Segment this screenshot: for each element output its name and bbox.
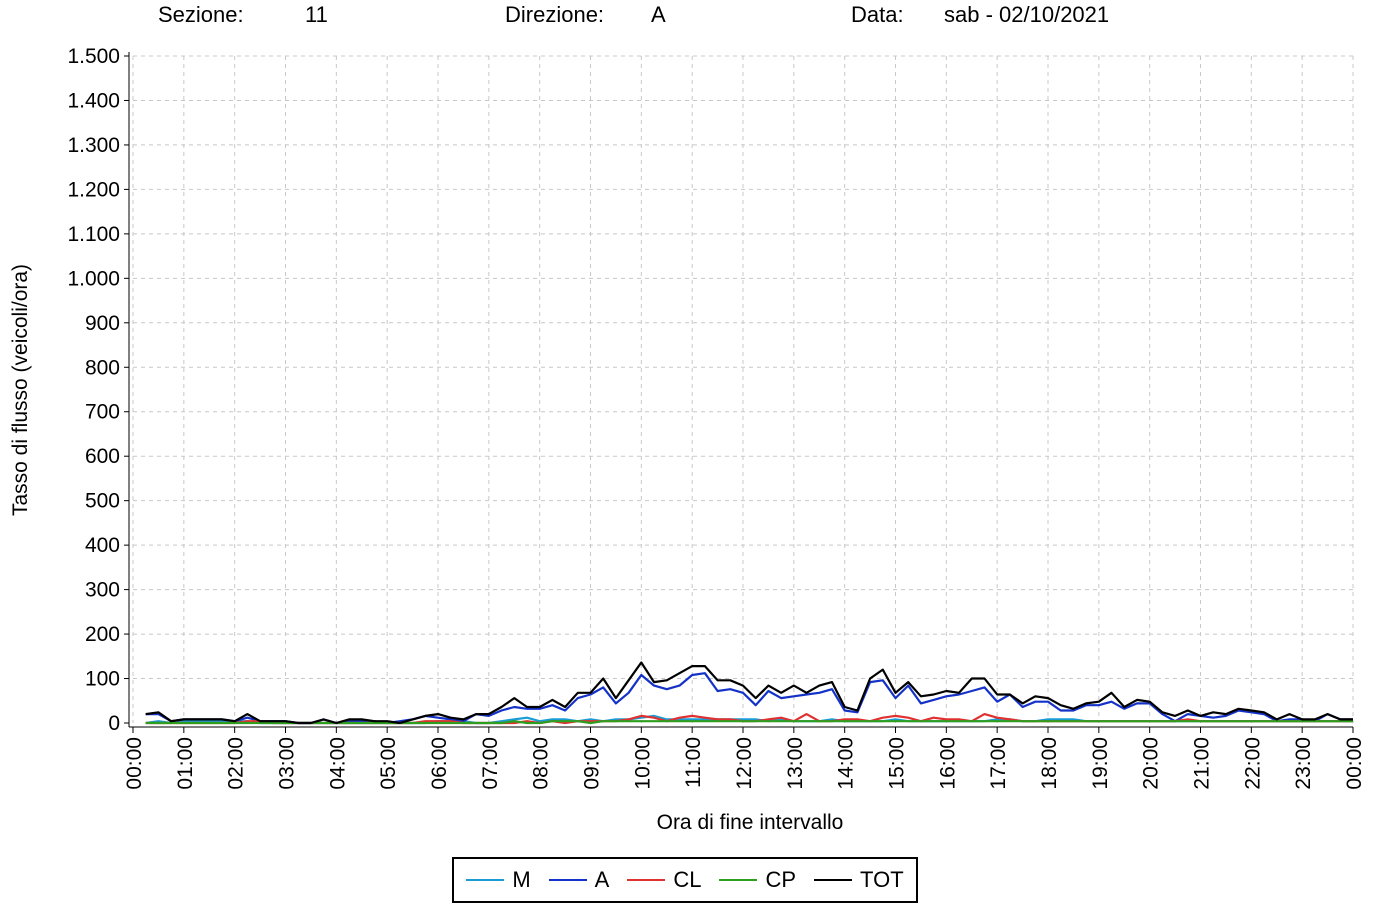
- y-tick-label: 900: [85, 312, 120, 335]
- x-tick-label: 04:00: [326, 737, 349, 790]
- legend-label: A: [594, 867, 610, 892]
- x-tick-label: 08:00: [530, 737, 553, 790]
- legend-swatch: [548, 879, 587, 881]
- x-tick-label: 02:00: [225, 737, 248, 790]
- x-tick-label: 00:00: [1343, 737, 1366, 790]
- x-tick-label: 06:00: [428, 737, 451, 790]
- series-line-a: [145, 672, 1353, 725]
- legend-item-cl: CL: [627, 867, 701, 893]
- x-tick-label: 17:00: [987, 737, 1010, 790]
- x-tick-label: 07:00: [479, 737, 502, 790]
- y-tick-label: 0: [108, 712, 120, 735]
- y-tick-label: 1.500: [67, 45, 120, 68]
- y-tick-label: 800: [85, 356, 120, 379]
- series-line-tot: [145, 661, 1353, 725]
- legend-item-m: M: [466, 867, 531, 893]
- legend-item-tot: TOT: [814, 867, 904, 893]
- x-tick-label: 12:00: [733, 737, 756, 790]
- y-tick-label: 200: [85, 623, 120, 646]
- x-axis-ticks: 00:00 01:00 02:00 03:00 04:00 05:00 06:00 07:00…: [123, 727, 1366, 790]
- legend-item-a: A: [548, 867, 610, 893]
- y-tick-label: 1.200: [67, 178, 120, 201]
- legend-swatch: [719, 879, 758, 881]
- x-tick-label: 03:00: [276, 737, 299, 790]
- y-tick-label: 600: [85, 445, 120, 468]
- x-tick-label: 18:00: [1038, 737, 1061, 790]
- legend-swatch: [466, 879, 505, 881]
- y-tick-label: 700: [85, 401, 120, 424]
- flow-rate-chart: 0 100 200 300 400 500 600 700 800 900 1.000 1.100 1.…: [9, 45, 1366, 834]
- x-tick-label: 01:00: [174, 737, 197, 790]
- chart-legend: M A CL CP TOT: [452, 857, 918, 903]
- header-data-value: sab - 02/10/2021: [944, 2, 1110, 27]
- x-tick-label: 21:00: [1191, 737, 1214, 790]
- x-axis-label: Ora di fine intervallo: [657, 811, 844, 834]
- x-tick-label: 13:00: [784, 737, 807, 790]
- series-line-cp: [145, 720, 1353, 725]
- legend-swatch: [814, 879, 853, 881]
- y-tick-label: 1.300: [67, 134, 120, 157]
- header-sezione-label: Sezione:: [158, 2, 244, 27]
- header-direzione-value: A: [651, 2, 666, 27]
- chart-axes: [128, 52, 1353, 728]
- y-axis-ticks: 0 100 200 300 400 500 600 700 800 900 1.000 1.100 1.…: [67, 45, 129, 735]
- y-axis-label: Tasso di flusso (veicoli/ora): [9, 264, 32, 516]
- header-sezione-value: 11: [305, 2, 328, 27]
- legend-label: M: [512, 867, 531, 892]
- x-tick-label: 15:00: [886, 737, 909, 790]
- chart-grid: [132, 55, 1354, 723]
- x-tick-label: 16:00: [936, 737, 959, 790]
- legend-label: CL: [673, 867, 702, 892]
- x-tick-label: 10:00: [631, 737, 654, 790]
- x-tick-label: 09:00: [581, 737, 604, 790]
- x-tick-label: 11:00: [682, 737, 705, 788]
- legend-item-cp: CP: [719, 867, 796, 893]
- x-tick-label: 19:00: [1089, 737, 1112, 790]
- y-tick-label: 1.000: [67, 267, 120, 290]
- y-tick-label: 1.400: [67, 89, 120, 112]
- y-tick-label: 400: [85, 534, 120, 557]
- chart-series-lines: [145, 661, 1353, 725]
- y-tick-label: 100: [85, 668, 120, 691]
- x-tick-label: 23:00: [1292, 737, 1315, 790]
- x-tick-label: 14:00: [835, 737, 858, 790]
- header-direzione-label: Direzione:: [505, 2, 605, 27]
- x-tick-label: 05:00: [377, 737, 400, 790]
- x-tick-label: 22:00: [1241, 737, 1264, 790]
- x-tick-label: 00:00: [123, 737, 146, 790]
- y-tick-label: 500: [85, 490, 120, 513]
- header-data-label: Data:: [851, 2, 904, 27]
- legend-swatch: [627, 879, 666, 881]
- x-tick-label: 20:00: [1140, 737, 1163, 790]
- legend-label: TOT: [860, 867, 904, 892]
- y-tick-label: 1.100: [67, 223, 120, 246]
- y-tick-label: 300: [85, 579, 120, 602]
- legend-label: CP: [765, 867, 797, 892]
